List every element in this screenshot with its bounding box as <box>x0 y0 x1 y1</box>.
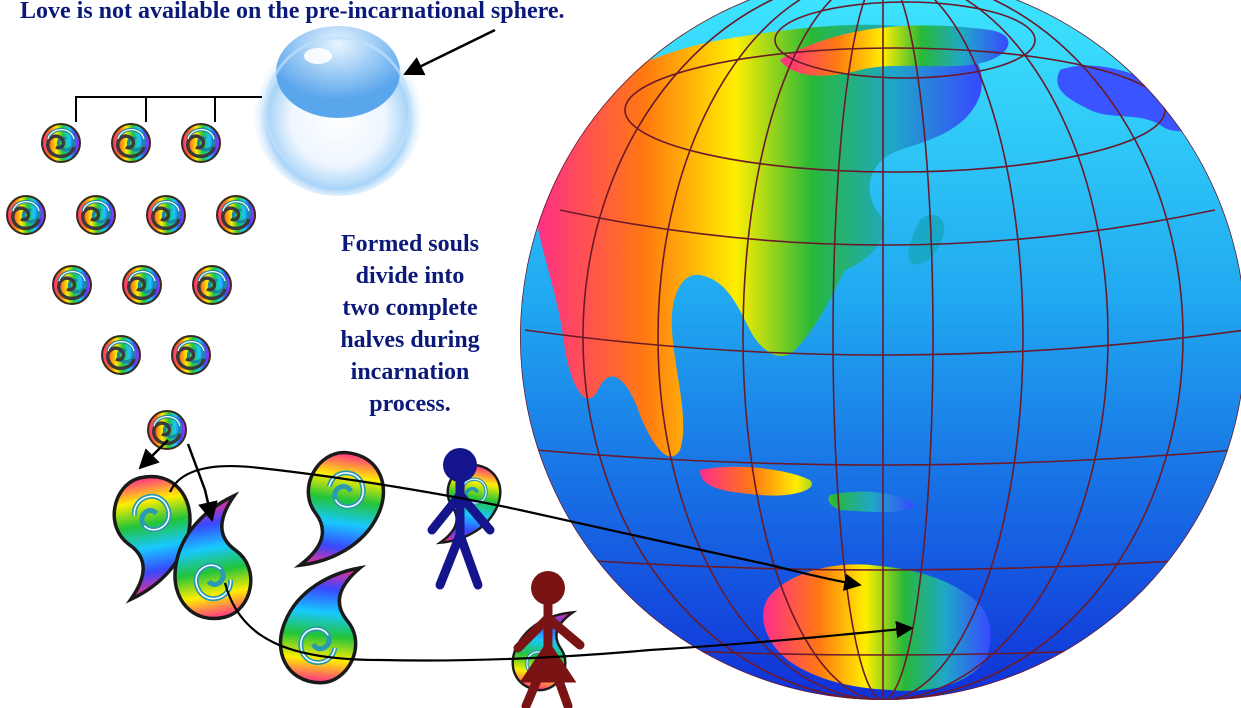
hierarchy-bracket <box>75 96 262 122</box>
soul-orb-icon <box>51 264 93 306</box>
soul-orb-icon <box>145 194 187 236</box>
soul-orb-icon <box>5 194 47 236</box>
middle-caption-line: divide into <box>355 263 465 289</box>
soul-orb-icon <box>180 122 222 164</box>
caption-pointer-arrow <box>403 28 496 76</box>
soul-orb-icon <box>121 264 163 306</box>
arctic-landmass <box>780 25 1009 76</box>
soul-orb-grid <box>5 122 257 451</box>
soul-orb-icon <box>215 194 257 236</box>
earth-globe <box>520 0 1241 700</box>
middle-caption: Formed souls divide into two complete ha… <box>300 228 520 420</box>
australia-continent <box>763 564 991 691</box>
middle-caption-line: Formed souls <box>341 231 479 257</box>
female-figure <box>513 571 585 708</box>
middle-caption-line: halves during <box>340 327 480 353</box>
pre-incarnational-sphere-icon <box>252 24 424 196</box>
middle-caption-line: incarnation <box>350 359 470 385</box>
division-arrows <box>138 439 218 522</box>
middle-caption-line: two complete <box>342 295 478 321</box>
top-caption: Love is not available on the pre-incarna… <box>20 0 565 24</box>
soul-orb-icon <box>40 122 82 164</box>
japan-islands <box>908 214 945 265</box>
soul-half-3 <box>298 448 389 575</box>
incarnation-path-arrows <box>168 465 914 662</box>
soul-orb-icon <box>170 334 212 376</box>
male-figure <box>427 448 495 590</box>
middle-caption-line: process. <box>369 391 451 417</box>
soul-orb-icon <box>191 264 233 306</box>
asia-continent <box>533 24 982 457</box>
alaska-landmass <box>1057 65 1204 132</box>
soul-orb-icon <box>110 122 152 164</box>
soul-orb-icon <box>100 334 142 376</box>
soul-orb-icon <box>75 194 117 236</box>
globe-grid-lines <box>520 0 1241 700</box>
soul-orb-icon <box>146 409 188 451</box>
soul-half-4 <box>277 561 362 685</box>
